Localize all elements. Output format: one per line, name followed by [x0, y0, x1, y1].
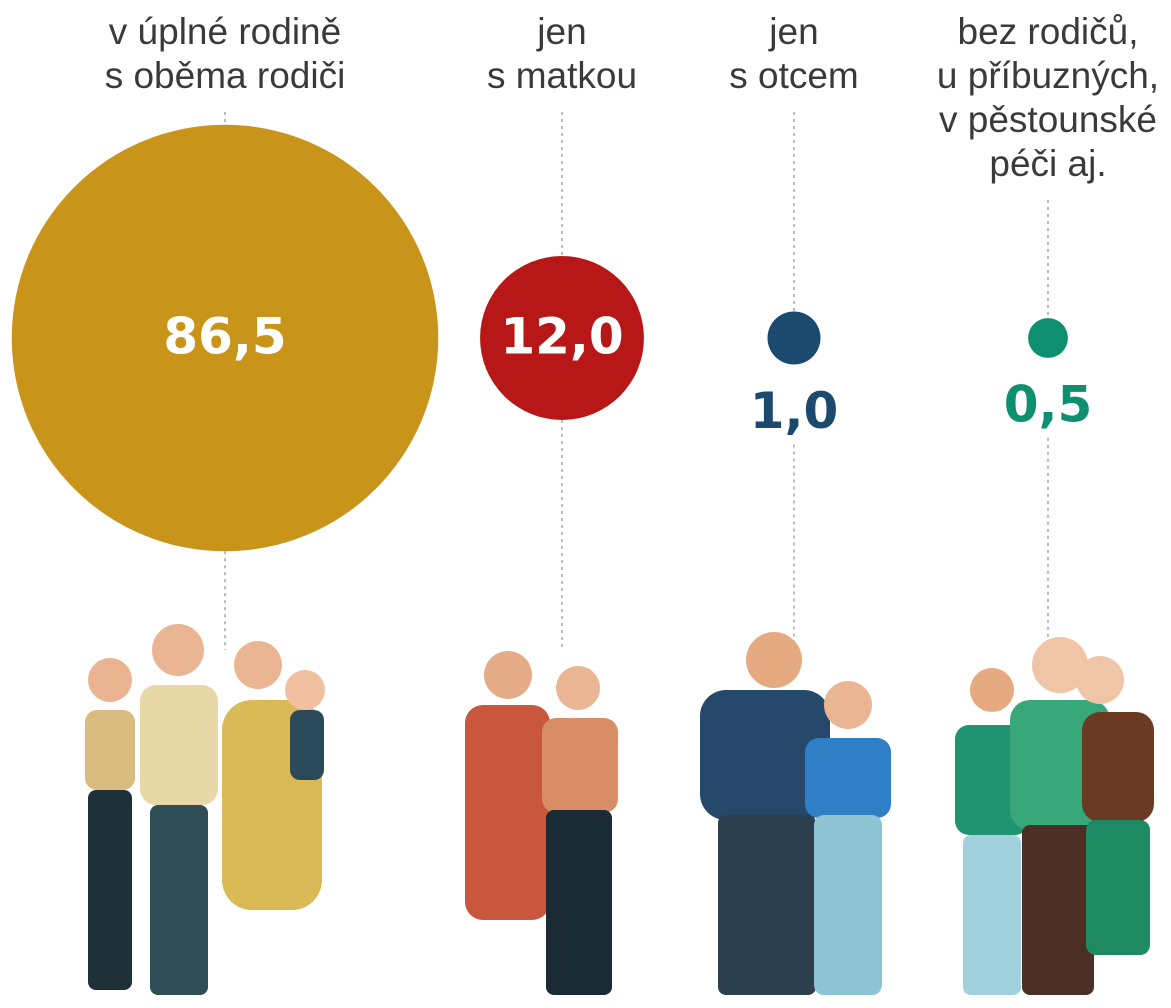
bubble — [11, 124, 439, 552]
value-label: 0,5 — [1004, 375, 1093, 433]
category-label: jen s otcem — [729, 11, 859, 96]
category-label: v úplné rodině s oběma rodiči — [104, 11, 346, 96]
value-label: 86,5 — [163, 308, 286, 366]
bubble — [1028, 318, 1068, 358]
category-label: bez rodičů, u příbuzných, v pěstounské p… — [936, 11, 1160, 184]
illustration — [85, 624, 1154, 995]
value-label: 12,0 — [500, 308, 623, 366]
bubble — [480, 256, 644, 420]
bubble — [767, 311, 821, 365]
category-label: jen s matkou — [486, 11, 638, 96]
value-label: 1,0 — [750, 382, 839, 440]
